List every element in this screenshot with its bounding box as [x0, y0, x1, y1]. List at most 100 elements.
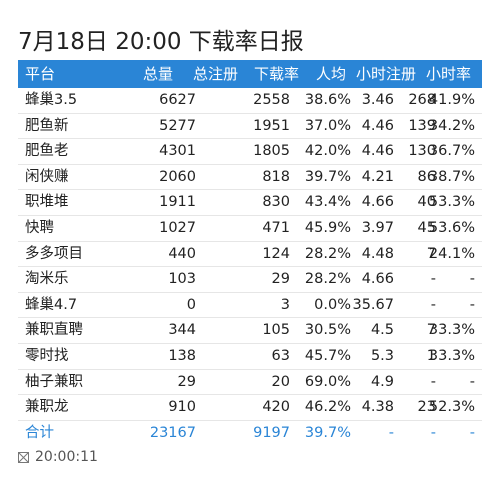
table-cell: 1951 — [253, 117, 290, 134]
table-cell: - — [430, 271, 436, 288]
table-cell: 86 — [417, 168, 436, 185]
platform-name: 蜂巢3.5 — [25, 92, 78, 108]
table-row: 淘米乐 103 29 28.2% 4.66 - - — [18, 267, 482, 293]
table-cell: 20 — [271, 373, 290, 390]
table-cell: 28.2% — [304, 245, 351, 262]
platform-name: 蜂巢4.7 — [25, 296, 78, 313]
table-cell: 3 — [280, 296, 290, 313]
table-cell: 0.0% — [314, 296, 351, 313]
table-cell: 139 — [408, 117, 436, 134]
table-cell: 1911 — [159, 194, 196, 211]
table-cell: 52.3% — [428, 399, 475, 416]
table-cell: 23167 — [149, 424, 196, 441]
table-cell: 4.46 — [361, 143, 394, 160]
table-cell: 420 — [262, 399, 290, 416]
table-cell: 9197 — [253, 424, 290, 441]
platform-name: 零时找 — [25, 348, 69, 364]
table-cell: 4.66 — [361, 194, 394, 211]
report-title: 7月18日 20:00 下载率日报 — [18, 29, 304, 55]
platform-name: 闲侠赚 — [25, 168, 69, 185]
table-cell: - — [430, 424, 436, 441]
table-cell: - — [469, 424, 475, 441]
table-cell: 45.9% — [304, 220, 351, 236]
table-cell: 1 — [426, 348, 436, 364]
table-cell: 29 — [271, 271, 290, 288]
platform-name: 快聘 — [25, 220, 54, 236]
table-row: 蜂巢3.5 6627 2558 38.6% 3.46 268 41.9% — [18, 88, 482, 114]
platform-name: 柚子兼职 — [25, 373, 83, 390]
header-row: 平台 总量 总注册 下载率 人均 小时注册 小时率 — [18, 60, 482, 88]
footer: 20:00:11 — [18, 449, 98, 465]
table-cell: 37.0% — [304, 117, 351, 134]
table-cell: 5.3 — [370, 348, 394, 364]
table-cell: 45.7% — [304, 348, 351, 364]
column-header: 人均 — [316, 65, 347, 83]
table-row: 柚子兼职 29 20 69.0% 4.9 - - — [18, 370, 482, 396]
table-cell: 23 — [417, 399, 436, 416]
table-cell: 4.21 — [361, 168, 394, 185]
table-row: 肥鱼新 5277 1951 37.0% 4.46 139 34.2% — [18, 114, 482, 140]
table-cell: 344 — [168, 322, 196, 339]
table-cell: 2558 — [253, 92, 290, 108]
column-header: 小时率 — [426, 65, 472, 83]
table-cell: 40 — [417, 194, 436, 211]
table-cell: 138 — [168, 348, 196, 364]
column-header: 小时注册 — [356, 65, 417, 83]
table-cell: 0 — [186, 296, 196, 313]
table-cell: - — [430, 373, 436, 390]
table-row: 闲侠赚 2060 818 39.7% 4.21 86 38.7% — [18, 165, 482, 191]
column-header: 平台 — [25, 65, 56, 83]
platform-name: 兼职直聘 — [25, 322, 83, 339]
table-cell: 4.48 — [361, 245, 394, 262]
table-cell: 34.2% — [428, 117, 475, 134]
platform-name: 肥鱼新 — [25, 117, 69, 134]
total-row: 合计 23167 9197 39.7% - - - — [18, 421, 482, 447]
table-cell: 29 — [177, 373, 196, 390]
table-cell: 1027 — [159, 220, 196, 236]
table-cell: 45 — [417, 220, 436, 236]
platform-name: 肥鱼老 — [25, 143, 69, 160]
table-cell: 30.5% — [304, 322, 351, 339]
table-cell: 53.3% — [428, 194, 475, 211]
table-cell: 28.2% — [304, 271, 351, 288]
table-row: 兼职直聘 344 105 30.5% 4.5 7 33.3% — [18, 318, 482, 344]
table-cell: 830 — [262, 194, 290, 211]
table-cell: 4301 — [159, 143, 196, 160]
table-cell: 33.3% — [428, 322, 475, 339]
table-cell: 268 — [408, 92, 436, 108]
table-row: 零时找 138 63 45.7% 5.3 1 33.3% — [18, 344, 482, 370]
table-cell: 39.7% — [304, 168, 351, 185]
table-cell: - — [430, 296, 436, 313]
table-cell: 5277 — [159, 117, 196, 134]
broken-image-icon — [18, 451, 29, 463]
table-row: 多多项目 440 124 28.2% 4.48 7 24.1% — [18, 242, 482, 268]
table-cell: 1805 — [253, 143, 290, 160]
table-cell: 69.0% — [304, 373, 351, 390]
table-cell: 38.7% — [428, 168, 475, 185]
table-cell: 63 — [271, 348, 290, 364]
table-cell: 53.6% — [428, 220, 475, 236]
table-row: 肥鱼老 4301 1805 42.0% 4.46 130 36.7% — [18, 139, 482, 165]
platform-name: 职堆堆 — [25, 194, 69, 211]
table-cell: 4.46 — [361, 117, 394, 134]
table-cell: 35.67 — [352, 296, 394, 313]
table-cell: 440 — [168, 245, 196, 262]
table-cell: 24.1% — [428, 245, 475, 262]
table-cell: 38.6% — [304, 92, 351, 108]
table-cell: 4.66 — [361, 271, 394, 288]
table-cell: 471 — [262, 220, 290, 236]
column-header: 总量 — [143, 65, 174, 83]
table-row: 兼职龙 910 420 46.2% 4.38 23 52.3% — [18, 395, 482, 421]
platform-name: 合计 — [25, 424, 54, 441]
table-cell: 4.5 — [370, 322, 394, 339]
table-row: 快聘 1027 471 45.9% 3.97 45 53.6% — [18, 216, 482, 242]
table-row: 蜂巢4.7 0 3 0.0% 35.67 - - — [18, 293, 482, 319]
platform-name: 兼职龙 — [25, 399, 69, 416]
table-cell: 43.4% — [304, 194, 351, 211]
table-cell: 33.3% — [428, 348, 475, 364]
table-cell: 39.7% — [304, 424, 351, 441]
table-cell: 4.38 — [361, 399, 394, 416]
table-cell: 7 — [426, 245, 436, 262]
table-cell: - — [388, 424, 394, 441]
